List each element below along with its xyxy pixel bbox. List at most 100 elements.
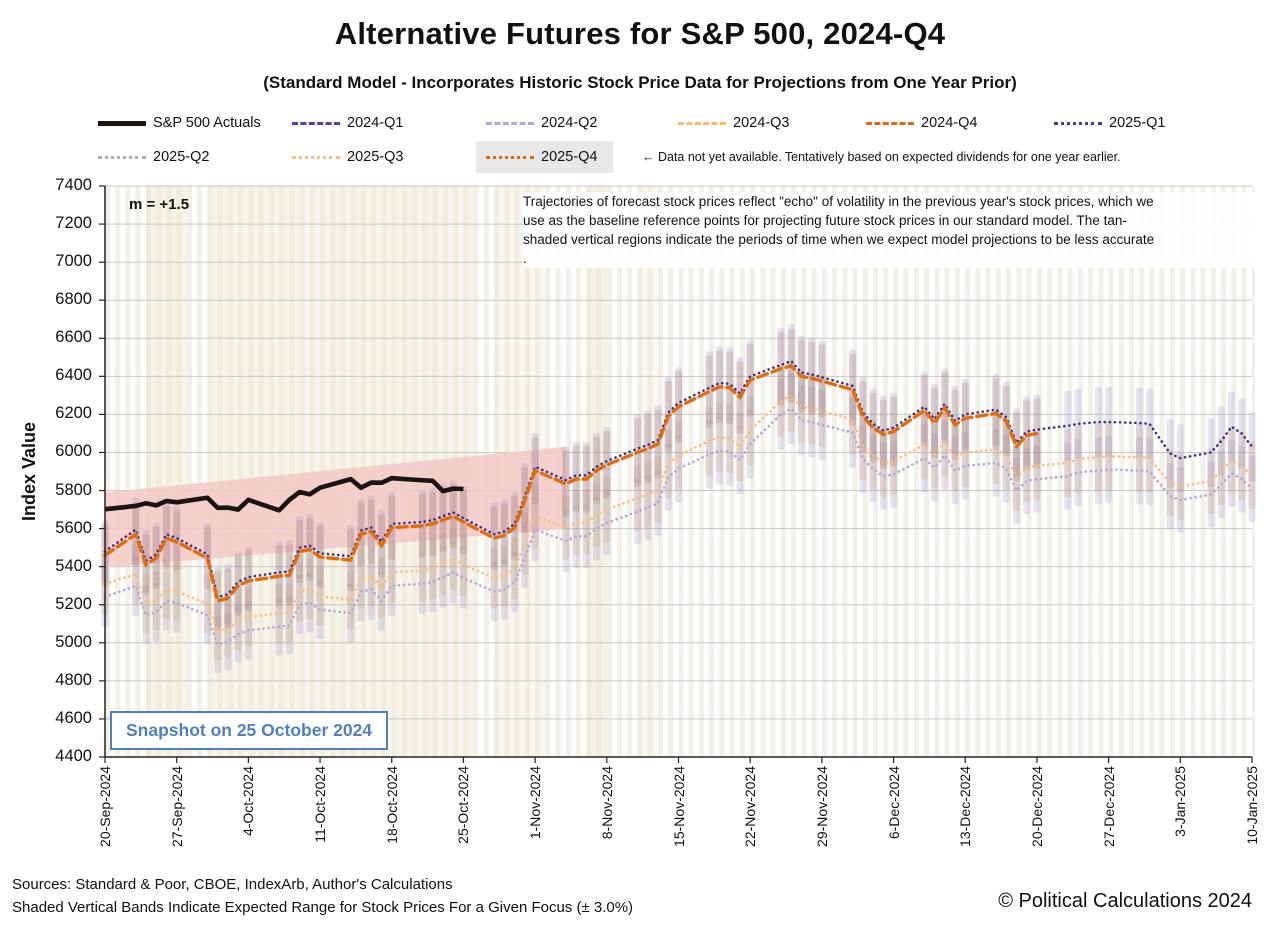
legend-dashed-line-swatch xyxy=(292,121,340,125)
legend-label: 2024-Q3 xyxy=(733,115,790,131)
range-bar xyxy=(378,557,386,618)
series-line-s&p-500-actuals xyxy=(104,475,464,513)
range-bar xyxy=(1002,434,1010,503)
tan-band xyxy=(637,186,659,757)
range-bar xyxy=(357,547,365,609)
range-bar xyxy=(869,434,877,503)
range-bar xyxy=(1248,441,1256,509)
range-bar xyxy=(132,497,140,562)
range-bar xyxy=(439,483,447,549)
range-bar xyxy=(1207,447,1215,515)
legend-dashed-line-swatch xyxy=(678,121,726,125)
range-bar xyxy=(234,551,242,613)
range-bar xyxy=(1094,436,1102,505)
x-axis-label: 27-Sep-2024 xyxy=(168,766,185,847)
x-axis-label: 15-Nov-2024 xyxy=(670,766,687,847)
y-axis-label: 4400 xyxy=(55,747,92,765)
legend-label: 2024-Q1 xyxy=(347,115,404,131)
page-subtitle: (Standard Model - Incorporates Historic … xyxy=(263,73,1017,92)
legend-item-2024-q1: 2024-Q1 xyxy=(292,113,403,133)
legend-item-2025-q4: 2025-Q4 xyxy=(476,141,614,173)
range-bar xyxy=(654,456,662,523)
legend-item-2025-q1: 2025-Q1 xyxy=(1054,113,1165,133)
y-axis-title: Index Value xyxy=(18,421,39,522)
x-axis-label: 20-Dec-2024 xyxy=(1028,766,1045,847)
range-bar xyxy=(777,378,785,450)
range-bar xyxy=(593,496,601,561)
x-axis-label: 18-Oct-2024 xyxy=(383,766,400,844)
legend-dotted-line-swatch xyxy=(1054,121,1102,125)
gridlines xyxy=(105,185,1252,720)
range-bar xyxy=(951,423,959,492)
range-bar xyxy=(715,346,723,420)
series-line-2025-q3 xyxy=(103,393,1254,633)
chart-plot xyxy=(99,185,1256,763)
x-axis-label: 29-Nov-2024 xyxy=(813,766,830,847)
range-bar xyxy=(890,427,898,496)
range-bar xyxy=(603,477,611,543)
legend-item-2024-q2: 2024-Q2 xyxy=(486,113,597,133)
range-bar xyxy=(173,561,181,622)
range-bar xyxy=(531,497,539,562)
range-bar xyxy=(726,347,734,421)
range-bar xyxy=(378,510,386,574)
range-bar xyxy=(797,335,805,410)
range-bar xyxy=(347,570,355,630)
range-bar xyxy=(797,384,805,456)
range-bar xyxy=(306,573,314,633)
slope-annotation: m = +1.5 xyxy=(129,196,190,213)
range-bar xyxy=(777,328,785,402)
y-axis-label: 4800 xyxy=(55,670,92,689)
range-bar xyxy=(316,522,324,585)
x-axis-label: 8-Nov-2024 xyxy=(598,766,615,840)
range-bar xyxy=(203,523,211,586)
range-bar xyxy=(931,383,939,455)
range-bar xyxy=(644,414,652,484)
x-axis-label: 11-Oct-2024 xyxy=(312,766,329,843)
methodology-note-line: . xyxy=(523,251,527,266)
range-bar xyxy=(449,483,457,549)
range-bar xyxy=(1166,449,1174,517)
range-bar xyxy=(459,547,467,609)
y-axis-label: 7000 xyxy=(55,252,92,271)
range-bar xyxy=(849,353,857,426)
x-axis-label: 4-Oct-2024 xyxy=(240,766,257,837)
range-bar xyxy=(296,575,304,635)
x-axis-label: 22-Nov-2024 xyxy=(742,766,759,847)
redzone-forecast-range xyxy=(105,446,566,568)
legend-dotted-line-swatch xyxy=(98,155,146,159)
range-bar xyxy=(244,587,252,647)
range-bar xyxy=(449,527,457,591)
range-bar xyxy=(367,545,375,607)
range-bar xyxy=(920,375,928,447)
range-bar xyxy=(634,478,642,544)
range-bar xyxy=(931,433,939,502)
range-bar xyxy=(1248,412,1256,482)
range-bar xyxy=(429,551,437,613)
range-bar xyxy=(152,571,160,631)
y-axis-label: 5000 xyxy=(55,632,92,651)
range-bar xyxy=(234,591,242,651)
range-bar xyxy=(818,376,826,448)
legend-dashed-line-swatch xyxy=(486,121,534,125)
range-bar xyxy=(142,585,150,645)
range-bar xyxy=(275,583,283,643)
range-bar xyxy=(1248,455,1256,522)
legend-item-2025-q2: 2025-Q2 xyxy=(98,147,209,167)
range-bar xyxy=(418,489,426,555)
legend-label: 2025-Q3 xyxy=(347,149,404,165)
series-line-2024-q4 xyxy=(103,363,1039,604)
x-axis-label: 13-Dec-2024 xyxy=(957,766,974,847)
legend-item-s-p-500-actuals: S&P 500 Actuals xyxy=(98,113,261,133)
range-bar xyxy=(562,495,570,560)
legend-label: 2024-Q2 xyxy=(541,115,598,131)
y-axis-label: 5800 xyxy=(55,480,92,499)
range-bar xyxy=(1135,436,1143,505)
range-bar xyxy=(1238,431,1246,500)
legend-label: 2024-Q4 xyxy=(921,115,978,131)
range-bar xyxy=(531,432,539,501)
x-axis-label: 27-Dec-2024 xyxy=(1100,766,1117,847)
range-bar xyxy=(1217,437,1225,506)
range-bar xyxy=(162,571,170,631)
